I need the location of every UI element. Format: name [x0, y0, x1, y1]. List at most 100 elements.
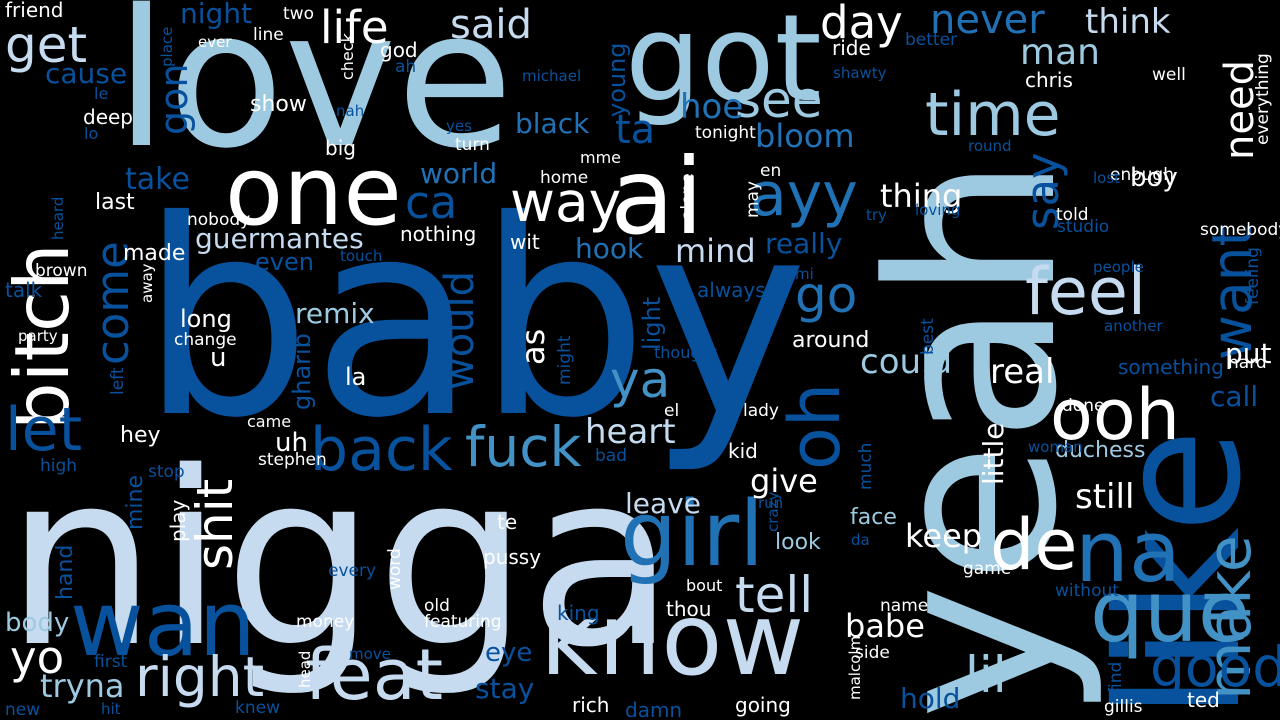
- word-ai: ai: [610, 136, 704, 258]
- word-ride: ride: [832, 36, 871, 60]
- word-de: de: [990, 504, 1078, 586]
- word-old: old: [424, 596, 450, 616]
- word-time: time: [925, 80, 1061, 150]
- word-body: body: [5, 608, 70, 638]
- word-gharib: gharib: [288, 333, 316, 410]
- word-yo: yo: [10, 631, 65, 684]
- word-lady: lady: [743, 401, 779, 421]
- word-get: get: [5, 16, 88, 74]
- word-always: always: [697, 278, 766, 302]
- word-high: high: [40, 456, 78, 476]
- word-ca: ca: [405, 176, 458, 229]
- word-take: take: [125, 162, 190, 197]
- word-around: around: [792, 328, 870, 353]
- word-change: change: [174, 330, 237, 350]
- word-thing: thing: [880, 177, 963, 215]
- word-think: think: [1085, 2, 1171, 42]
- word-tryna: tryna: [40, 667, 125, 705]
- word-one: one: [225, 137, 402, 247]
- word-featuring: featuring: [424, 612, 502, 632]
- word-la: la: [345, 363, 367, 391]
- word-babe: babe: [845, 607, 925, 645]
- word-lo: lo: [84, 124, 99, 143]
- word-hook: hook: [575, 232, 644, 265]
- word-another: another: [1104, 317, 1163, 335]
- word-game: game: [963, 559, 1012, 579]
- word-let: let: [5, 395, 83, 465]
- word-da: da: [851, 531, 870, 549]
- word-heard: heard: [49, 196, 67, 240]
- word-check: check: [338, 33, 357, 80]
- word-word: word: [385, 548, 405, 590]
- word-eye: eye: [485, 638, 533, 668]
- word-knew: knew: [235, 698, 280, 718]
- word-ayy: ayy: [750, 160, 858, 230]
- word-pussy: pussy: [483, 545, 542, 569]
- word-night: night: [180, 0, 253, 30]
- word-man: man: [1020, 32, 1100, 73]
- word-mind: mind: [675, 232, 756, 270]
- word-way: way: [510, 170, 622, 234]
- word-money: money: [296, 612, 355, 632]
- word-may: may: [743, 180, 763, 218]
- word-keep: keep: [905, 517, 983, 555]
- word-without: without: [1055, 581, 1119, 601]
- word-thou: thou: [666, 597, 712, 621]
- word-party: party: [18, 327, 58, 345]
- word-two: two: [283, 4, 314, 24]
- word-hard: hard: [1228, 353, 1267, 373]
- word-might: might: [555, 335, 575, 385]
- word-little: little: [977, 422, 1010, 485]
- word-bout: bout: [686, 576, 723, 595]
- word-turn: turn: [455, 135, 490, 155]
- word-came: came: [247, 412, 292, 431]
- word-find: find: [1106, 661, 1126, 694]
- word-place: place: [158, 26, 176, 67]
- word-yes: yes: [446, 117, 472, 135]
- word-said: said: [450, 2, 532, 48]
- word-name: name: [880, 596, 929, 616]
- word-nah: nah: [336, 102, 365, 120]
- word-touch: touch: [340, 247, 383, 265]
- word-enough: enough: [1110, 165, 1174, 185]
- word-mme: mme: [580, 148, 622, 167]
- word-nobody: nobody: [187, 210, 251, 230]
- word-te: te: [497, 510, 518, 534]
- word-lil: lil: [965, 646, 1007, 704]
- word-something: something: [1118, 355, 1224, 379]
- word-hey: hey: [120, 423, 161, 448]
- word-much: much: [856, 442, 876, 490]
- word-feat: feat: [305, 634, 444, 716]
- word-hand: hand: [53, 544, 78, 600]
- word-well: well: [1152, 65, 1186, 85]
- word-nothing: nothing: [400, 222, 477, 246]
- word-brown: brown: [35, 261, 88, 281]
- word-never: never: [930, 0, 1045, 43]
- word-even: even: [255, 248, 314, 276]
- word-kid: kid: [728, 439, 758, 463]
- word-know: know: [540, 581, 805, 698]
- word-mine: mine: [123, 474, 148, 530]
- word-play: play: [166, 499, 190, 542]
- word-back: back: [310, 415, 453, 485]
- word-see: see: [735, 71, 823, 129]
- word-would: would: [437, 270, 483, 390]
- word-every: every: [328, 561, 377, 581]
- word-big: big: [325, 136, 356, 160]
- word-fuck: fuck: [465, 415, 582, 479]
- word-life: life: [320, 1, 389, 54]
- word-en: en: [760, 161, 782, 181]
- word-girl: girl: [620, 482, 765, 587]
- word-damn: damn: [625, 698, 683, 720]
- word-as: as: [514, 328, 552, 365]
- word-ever: ever: [198, 33, 232, 51]
- word-give: give: [750, 462, 818, 500]
- word-right: right: [135, 645, 265, 709]
- word-round: round: [968, 137, 1012, 155]
- word-ya: ya: [610, 351, 671, 409]
- word-malcolm: malcolm: [846, 635, 864, 700]
- word-lost: lost: [1093, 169, 1121, 187]
- word-wit: wit: [510, 230, 540, 254]
- word-away: away: [138, 263, 156, 303]
